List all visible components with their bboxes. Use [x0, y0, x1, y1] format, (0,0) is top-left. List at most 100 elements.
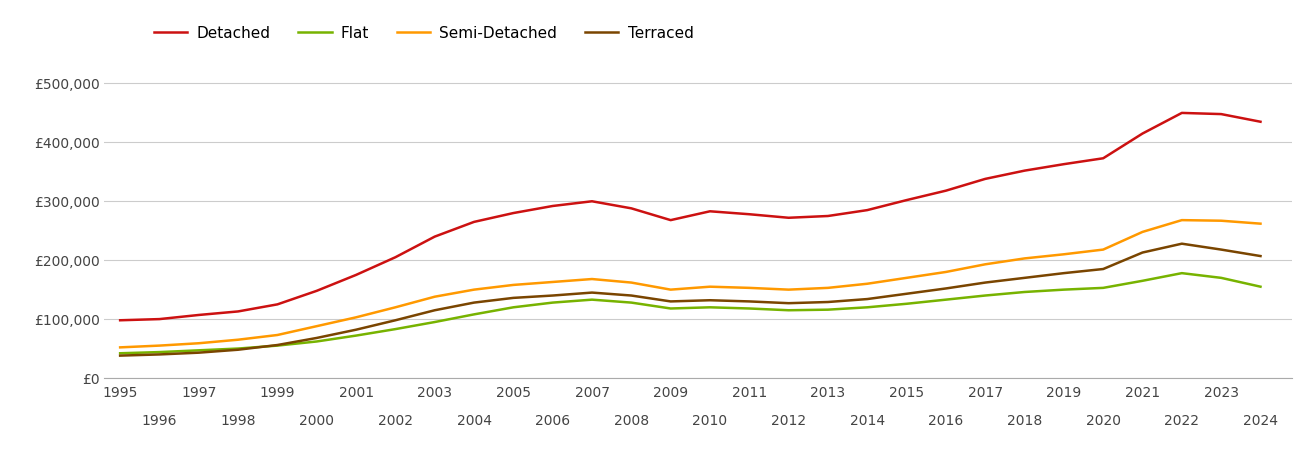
- Text: 2002: 2002: [378, 414, 412, 428]
- Detached: [1056, 162, 1071, 167]
- Detached: [1017, 168, 1032, 173]
- Flat: [860, 305, 876, 310]
- Terraced: [112, 353, 128, 358]
- Terraced: [1017, 275, 1032, 280]
- Text: 2022: 2022: [1164, 414, 1199, 428]
- Semi-Detached: [309, 324, 325, 329]
- Semi-Detached: [899, 275, 915, 280]
- Flat: [112, 351, 128, 356]
- Detached: [860, 207, 876, 213]
- Terraced: [702, 297, 718, 303]
- Text: 2014: 2014: [850, 414, 885, 428]
- Flat: [1017, 289, 1032, 295]
- Semi-Detached: [820, 285, 835, 291]
- Detached: [191, 312, 206, 318]
- Semi-Detached: [270, 332, 286, 338]
- Detached: [702, 209, 718, 214]
- Semi-Detached: [741, 285, 757, 291]
- Terraced: [820, 299, 835, 305]
- Flat: [663, 306, 679, 311]
- Terraced: [663, 299, 679, 304]
- Text: 2016: 2016: [928, 414, 963, 428]
- Detached: [309, 288, 325, 293]
- Flat: [1095, 285, 1111, 291]
- Flat: [585, 297, 600, 302]
- Semi-Detached: [466, 287, 482, 292]
- Semi-Detached: [1095, 247, 1111, 252]
- Flat: [899, 301, 915, 306]
- Terraced: [938, 286, 954, 291]
- Terraced: [191, 350, 206, 356]
- Terraced: [388, 318, 403, 323]
- Semi-Detached: [977, 261, 993, 267]
- Detached: [270, 302, 286, 307]
- Terraced: [899, 291, 915, 297]
- Terraced: [624, 293, 639, 298]
- Flat: [938, 297, 954, 302]
- Semi-Detached: [348, 315, 364, 320]
- Text: 2008: 2008: [613, 414, 649, 428]
- Detached: [545, 203, 561, 209]
- Terraced: [270, 342, 286, 348]
- Flat: [1174, 270, 1190, 276]
- Text: 2018: 2018: [1007, 414, 1043, 428]
- Detached: [585, 198, 600, 204]
- Flat: [230, 346, 245, 351]
- Text: 2006: 2006: [535, 414, 570, 428]
- Detached: [112, 318, 128, 323]
- Terraced: [977, 280, 993, 285]
- Flat: [427, 320, 442, 325]
- Flat: [309, 339, 325, 344]
- Flat: [1134, 278, 1150, 284]
- Semi-Detached: [938, 269, 954, 274]
- Terraced: [860, 297, 876, 302]
- Semi-Detached: [1253, 221, 1268, 226]
- Semi-Detached: [1017, 256, 1032, 261]
- Semi-Detached: [112, 345, 128, 350]
- Terraced: [427, 307, 442, 313]
- Detached: [348, 272, 364, 278]
- Detached: [977, 176, 993, 182]
- Terraced: [505, 295, 521, 301]
- Flat: [1214, 275, 1229, 280]
- Text: 1996: 1996: [142, 414, 177, 428]
- Detached: [466, 219, 482, 225]
- Terraced: [1056, 270, 1071, 276]
- Terraced: [309, 335, 325, 341]
- Detached: [151, 316, 167, 322]
- Semi-Detached: [780, 287, 796, 292]
- Flat: [1056, 287, 1071, 292]
- Flat: [545, 300, 561, 305]
- Flat: [820, 307, 835, 312]
- Flat: [702, 305, 718, 310]
- Text: 2020: 2020: [1086, 414, 1121, 428]
- Detached: [1253, 119, 1268, 125]
- Detached: [938, 188, 954, 194]
- Flat: [741, 306, 757, 311]
- Terraced: [1253, 253, 1268, 259]
- Semi-Detached: [1134, 229, 1150, 234]
- Semi-Detached: [860, 281, 876, 287]
- Terraced: [230, 347, 245, 352]
- Legend: Detached, Flat, Semi-Detached, Terraced: Detached, Flat, Semi-Detached, Terraced: [147, 19, 699, 47]
- Flat: [977, 293, 993, 298]
- Terraced: [1134, 250, 1150, 255]
- Detached: [780, 215, 796, 220]
- Detached: [230, 309, 245, 314]
- Semi-Detached: [505, 282, 521, 288]
- Semi-Detached: [427, 294, 442, 299]
- Terraced: [348, 327, 364, 333]
- Flat: [780, 307, 796, 313]
- Line: Semi-Detached: Semi-Detached: [120, 220, 1261, 347]
- Text: 2000: 2000: [299, 414, 334, 428]
- Flat: [624, 300, 639, 305]
- Terraced: [585, 290, 600, 295]
- Semi-Detached: [545, 279, 561, 285]
- Semi-Detached: [1214, 218, 1229, 223]
- Semi-Detached: [624, 280, 639, 285]
- Terraced: [1095, 266, 1111, 272]
- Semi-Detached: [151, 343, 167, 348]
- Semi-Detached: [585, 276, 600, 282]
- Flat: [466, 312, 482, 317]
- Detached: [388, 255, 403, 260]
